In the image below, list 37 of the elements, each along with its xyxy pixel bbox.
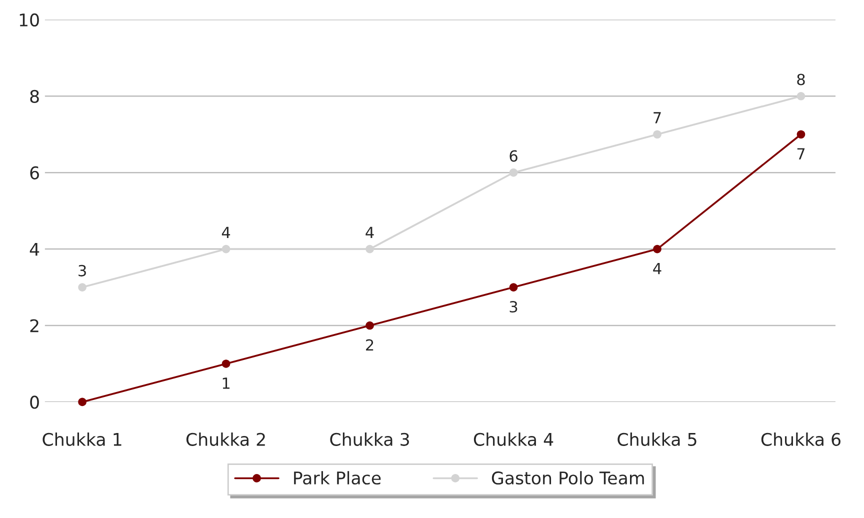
- data-label: 4: [222, 226, 230, 238]
- y-tick-label: 8: [30, 90, 39, 103]
- y-tick-label: 4: [30, 242, 40, 256]
- y-tick-label: 10: [20, 13, 39, 27]
- point: [366, 244, 374, 254]
- point: [222, 244, 230, 254]
- data-label: 7: [654, 112, 661, 124]
- data-label: 3: [510, 300, 518, 313]
- x-tick-label: Chukka 2: [186, 432, 265, 446]
- y-tick-label: 0: [30, 396, 39, 409]
- point: [653, 244, 662, 254]
- point: [653, 130, 662, 139]
- point: [509, 283, 518, 292]
- data-label: 3: [78, 264, 86, 276]
- point: [78, 398, 86, 406]
- point: [796, 130, 806, 139]
- legend-label: Gaston Polo Team: [492, 471, 644, 485]
- data-label: 4: [653, 262, 662, 274]
- data-label: 8: [797, 74, 805, 86]
- x-tick-label: Chukka 5: [618, 432, 696, 446]
- x-tick-label: Chukka 3: [330, 432, 409, 446]
- data-label: 6: [510, 150, 518, 162]
- data-label: 4: [366, 226, 374, 238]
- data-label: 1: [222, 378, 230, 389]
- data-label: 7: [797, 148, 805, 160]
- x-tick-label: Chukka 6: [761, 432, 840, 446]
- x-tick-label: Chukka 4: [474, 432, 554, 446]
- data-label: 2: [366, 339, 374, 351]
- y-tick-label: 2: [30, 319, 38, 332]
- y-tick-label: 6: [30, 166, 39, 180]
- point: [366, 321, 374, 330]
- point: [509, 168, 518, 177]
- point: [222, 360, 230, 368]
- point: [796, 92, 806, 100]
- x-tick-label: Chukka 1: [42, 432, 122, 446]
- legend-label: Park Place: [294, 471, 381, 485]
- point: [78, 283, 86, 292]
